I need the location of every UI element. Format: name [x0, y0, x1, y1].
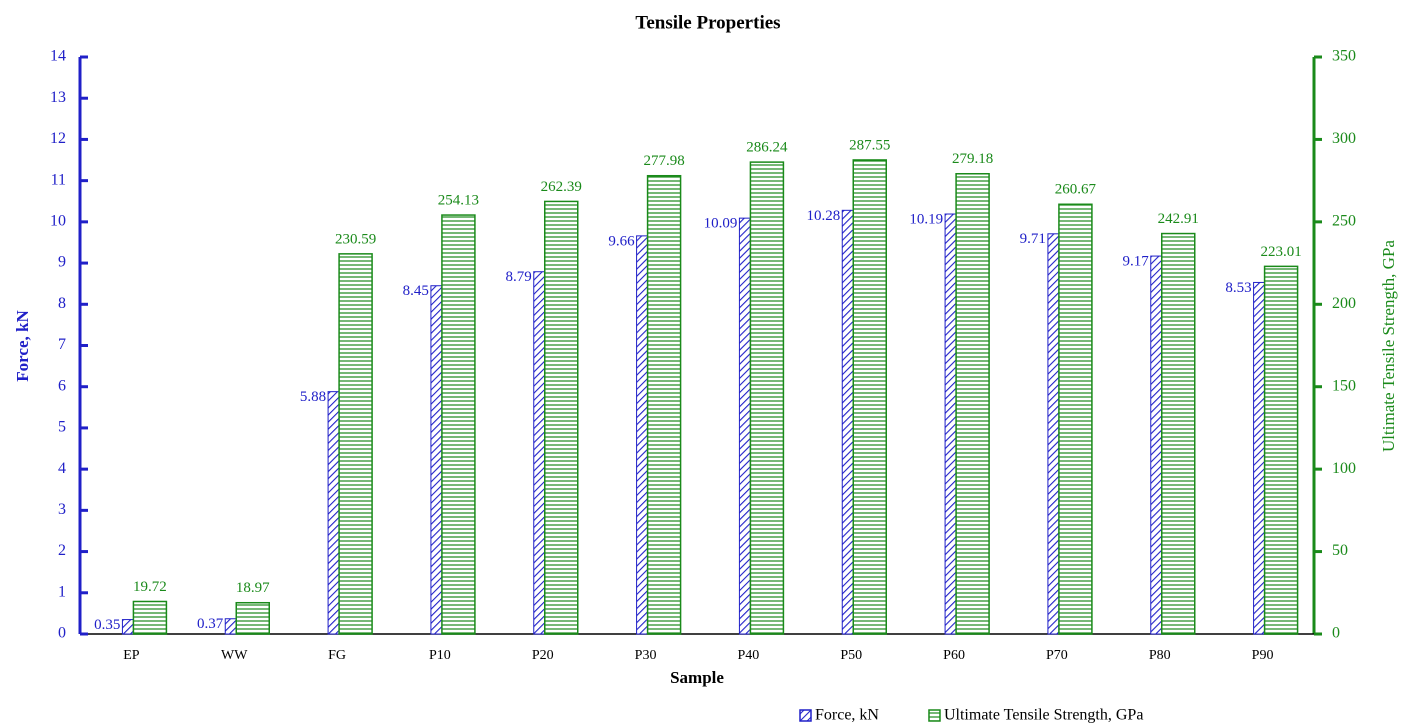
bar [430, 285, 443, 635]
y-tick-label: 11 [51, 171, 66, 188]
data-label: 18.97 [236, 580, 270, 596]
bar [944, 213, 957, 635]
x-tick-label: WW [221, 648, 248, 663]
x-tick-label: P90 [1252, 648, 1274, 663]
data-label: 286.24 [746, 140, 788, 156]
bar [749, 161, 785, 635]
data-label: 10.09 [704, 216, 738, 232]
y2-tick-label: 200 [1332, 295, 1356, 312]
x-tick-label: P30 [635, 648, 657, 663]
y2-tick-label: 250 [1332, 213, 1356, 230]
bar [1161, 232, 1196, 635]
y-tick-label: 6 [58, 377, 66, 394]
data-label: 19.72 [133, 579, 167, 595]
data-label: 0.37 [197, 616, 224, 632]
data-label: 8.79 [506, 269, 532, 285]
data-label: 260.67 [1055, 182, 1097, 198]
bar [132, 600, 168, 635]
y-tick-label: 14 [50, 48, 66, 65]
y-tick-label: 5 [58, 419, 66, 436]
data-label: 230.59 [335, 231, 376, 247]
y-tick-label: 0 [58, 625, 66, 642]
bar [224, 618, 237, 635]
data-label: 9.17 [1123, 254, 1150, 270]
data-label: 254.13 [438, 192, 479, 208]
bar [955, 173, 990, 635]
y2-tick-label: 150 [1332, 377, 1356, 394]
bar [533, 271, 546, 635]
y-tick-label: 4 [58, 460, 66, 477]
y2-tick-label: 50 [1332, 542, 1348, 559]
bar [1150, 255, 1163, 635]
data-label: 5.88 [300, 389, 326, 405]
bar [1253, 281, 1266, 635]
x-tick-label: P40 [738, 648, 760, 663]
data-label: 223.01 [1260, 244, 1301, 260]
legend-swatch [928, 709, 941, 722]
bar [544, 200, 579, 635]
bar [327, 391, 340, 635]
y-tick-label: 13 [50, 89, 66, 106]
data-label: 8.53 [1225, 280, 1251, 296]
chart-title: Tensile Properties [635, 12, 780, 33]
y-tick-label: 3 [58, 501, 66, 518]
y-tick-label: 2 [58, 542, 66, 559]
legend-label: Force, kN [815, 707, 879, 724]
x-tick-label: P50 [840, 648, 862, 663]
y-axis-title: Force, kN [13, 310, 32, 382]
bar [852, 159, 887, 635]
bar [338, 253, 373, 635]
bar [738, 217, 751, 635]
legend-label: Ultimate Tensile Strength, GPa [944, 707, 1143, 724]
y2-tick-label: 350 [1332, 48, 1356, 65]
data-label: 10.28 [807, 208, 841, 224]
y-tick-label: 7 [58, 336, 66, 353]
bar [1263, 265, 1299, 635]
y2-tick-label: 0 [1332, 625, 1340, 642]
data-label: 10.19 [909, 211, 943, 227]
x-axis-title: Sample [670, 668, 724, 687]
y-tick-label: 8 [58, 295, 66, 312]
data-label: 9.71 [1020, 231, 1046, 247]
x-tick-label: P60 [943, 648, 965, 663]
y-tick-label: 1 [58, 583, 66, 600]
y2-tick-label: 300 [1332, 130, 1356, 147]
y-tick-label: 9 [58, 254, 66, 271]
x-tick-label: P10 [429, 648, 451, 663]
bar [636, 235, 649, 635]
data-label: 262.39 [541, 179, 582, 195]
x-tick-label: EP [123, 648, 140, 663]
data-label: 277.98 [643, 153, 684, 169]
y2-tick-label: 100 [1332, 460, 1356, 477]
bar [121, 619, 134, 635]
y2-axis-title: Ultimate Tensile Strength, GPa [1379, 240, 1398, 452]
data-label: 8.45 [403, 283, 429, 299]
data-label: 9.66 [608, 233, 635, 249]
data-label: 242.91 [1158, 211, 1199, 227]
x-tick-label: FG [328, 648, 346, 663]
bar [441, 214, 476, 635]
bar [1058, 203, 1093, 635]
data-label: 0.35 [94, 617, 120, 633]
bar [841, 209, 854, 635]
data-label: 279.18 [952, 151, 993, 167]
bar [646, 174, 682, 635]
bar [235, 601, 270, 635]
legend-swatch [799, 709, 812, 722]
y-tick-label: 10 [50, 213, 66, 230]
y-tick-label: 12 [50, 130, 66, 147]
x-tick-label: P70 [1046, 648, 1068, 663]
x-tick-label: P80 [1149, 648, 1171, 663]
data-label: 287.55 [849, 137, 890, 153]
bar [1047, 233, 1060, 635]
x-tick-label: P20 [532, 648, 554, 663]
